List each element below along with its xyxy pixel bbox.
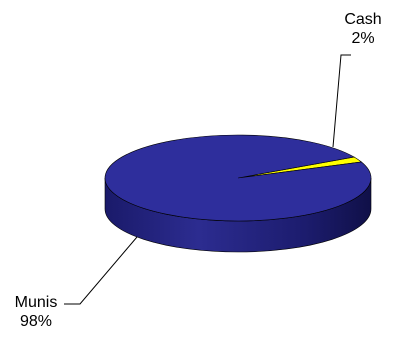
slice-label-munis: Munis 98% — [10, 293, 62, 331]
leader-line-munis — [64, 236, 138, 305]
slice-label-cash-name: Cash — [344, 11, 382, 28]
leader-line-cash — [332, 54, 351, 148]
slice-munis — [104, 134, 372, 222]
slice-label-cash-value: 2% — [351, 30, 375, 47]
slice-label-cash: Cash 2% — [336, 10, 390, 48]
slice-label-munis-value: 98% — [19, 313, 53, 330]
slice-label-munis-name: Munis — [14, 294, 58, 311]
